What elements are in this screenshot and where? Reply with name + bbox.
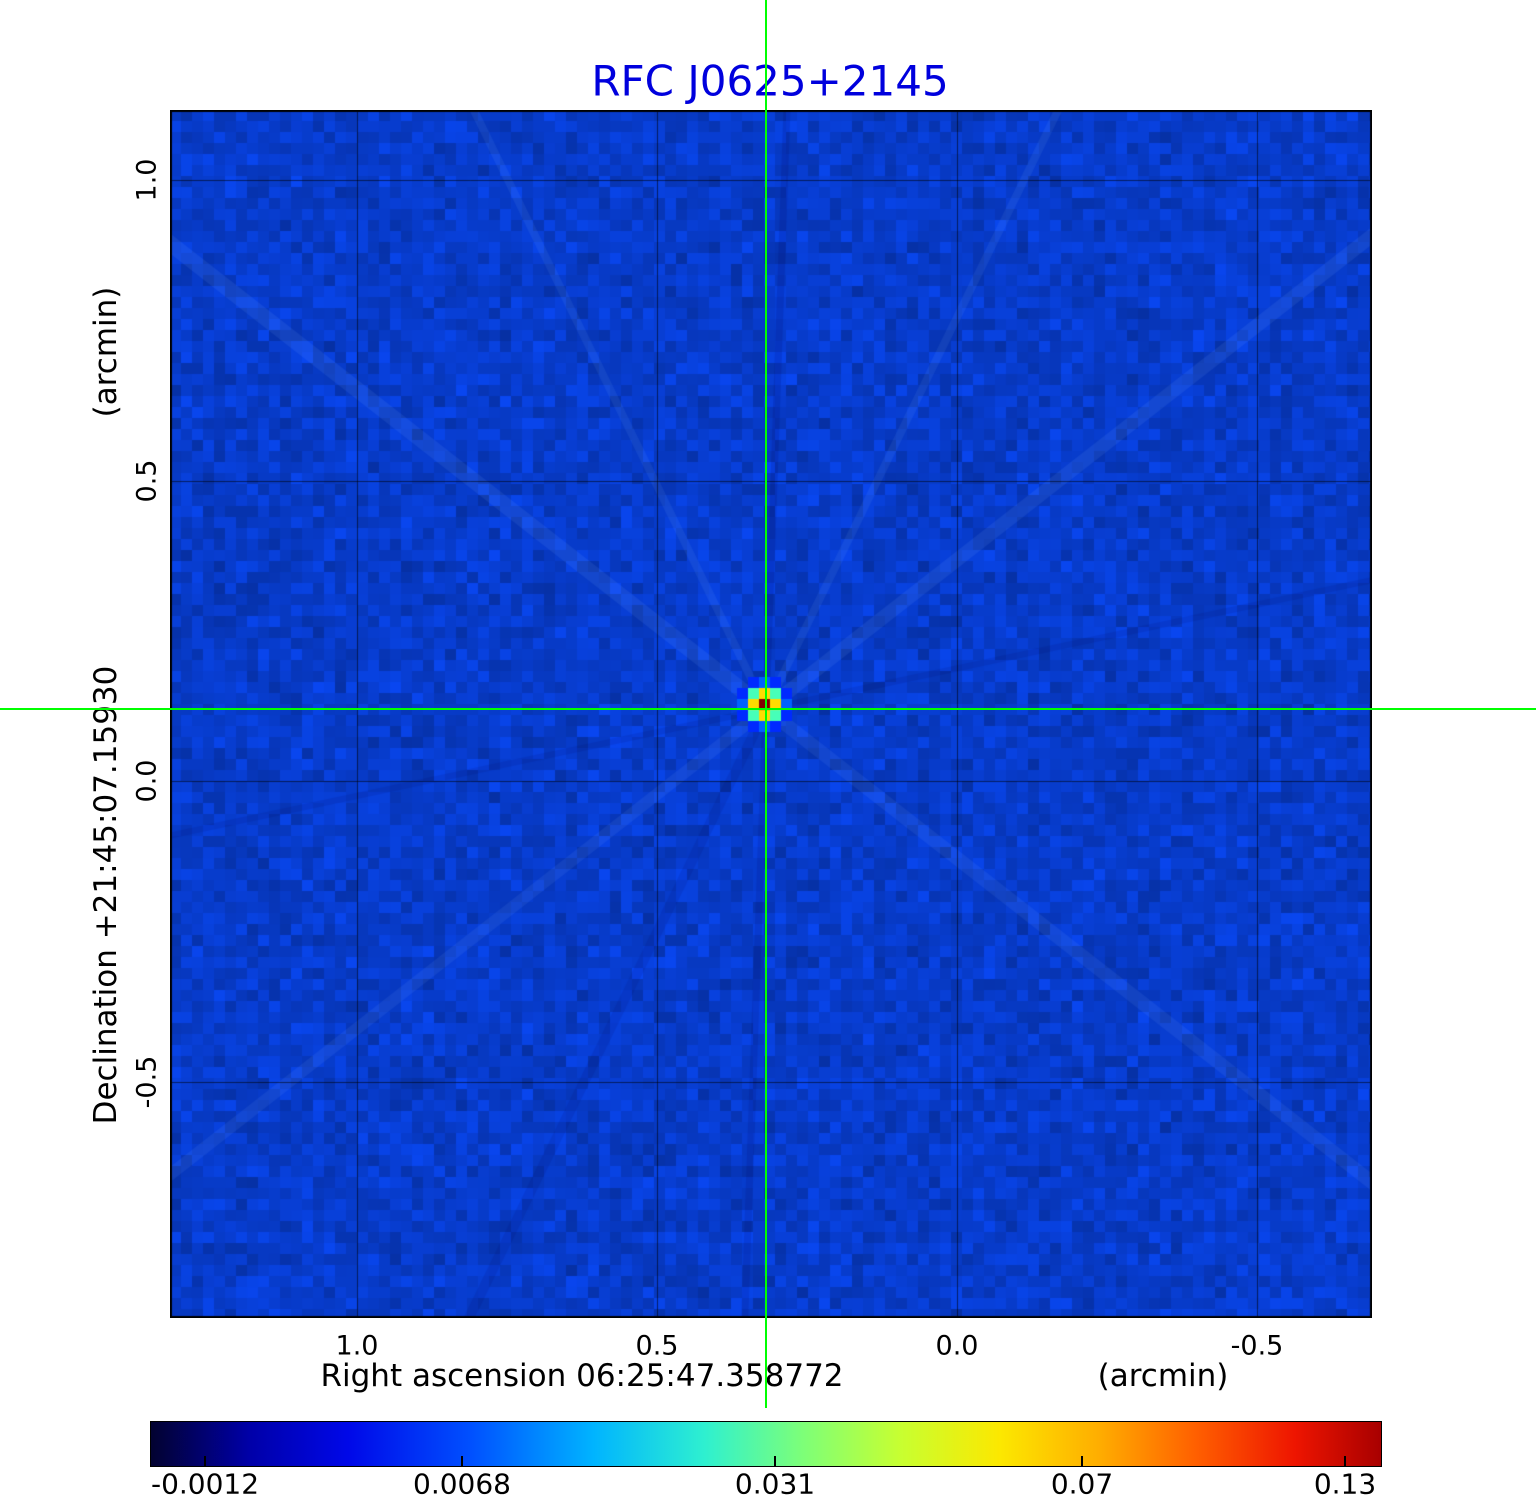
colorbar-tick-1 [461, 1456, 463, 1467]
x-tick-label-1: 0.5 [635, 1330, 679, 1362]
x-tick-label-3: -0.5 [1230, 1330, 1284, 1362]
colorbar-tick-label-4: 0.13 [1313, 1467, 1377, 1501]
plot-area [170, 110, 1372, 1318]
crosshair-horizontal-line [0, 708, 1536, 710]
colorbar-tick-label-0: -0.0012 [150, 1467, 260, 1501]
x-tick-label-2: 0.0 [935, 1330, 979, 1362]
y-tick-label-3: -0.5 [131, 1055, 163, 1109]
y-axis-unit: (arcmin) [88, 286, 124, 418]
colorbar-tick-0 [204, 1456, 206, 1467]
x-tick-label-0: 1.0 [335, 1330, 379, 1362]
x-axis-unit: (arcmin) [1097, 1358, 1229, 1394]
colorbar [150, 1421, 1382, 1467]
crosshair-vertical-line [765, 0, 767, 1408]
figure-title: RFC J0625+2145 [591, 56, 949, 106]
colorbar-tick-2 [774, 1456, 776, 1467]
colorbar-tick-4 [1344, 1456, 1346, 1467]
y-tick-label-2: 0.0 [131, 759, 163, 803]
y-tick-label-1: 0.5 [131, 459, 163, 503]
colorbar-tick-label-1: 0.0068 [413, 1467, 511, 1501]
colorbar-tick-3 [1081, 1456, 1083, 1467]
y-axis-label: Declination +21:45:07.15930 [88, 665, 124, 1125]
x-axis-label: Right ascension 06:25:47.358772 [320, 1358, 844, 1394]
colorbar-tick-label-2: 0.031 [734, 1467, 816, 1501]
y-tick-label-0: 1.0 [131, 158, 163, 202]
sky-image-canvas [170, 110, 1372, 1318]
colorbar-tick-label-3: 0.07 [1050, 1467, 1114, 1501]
